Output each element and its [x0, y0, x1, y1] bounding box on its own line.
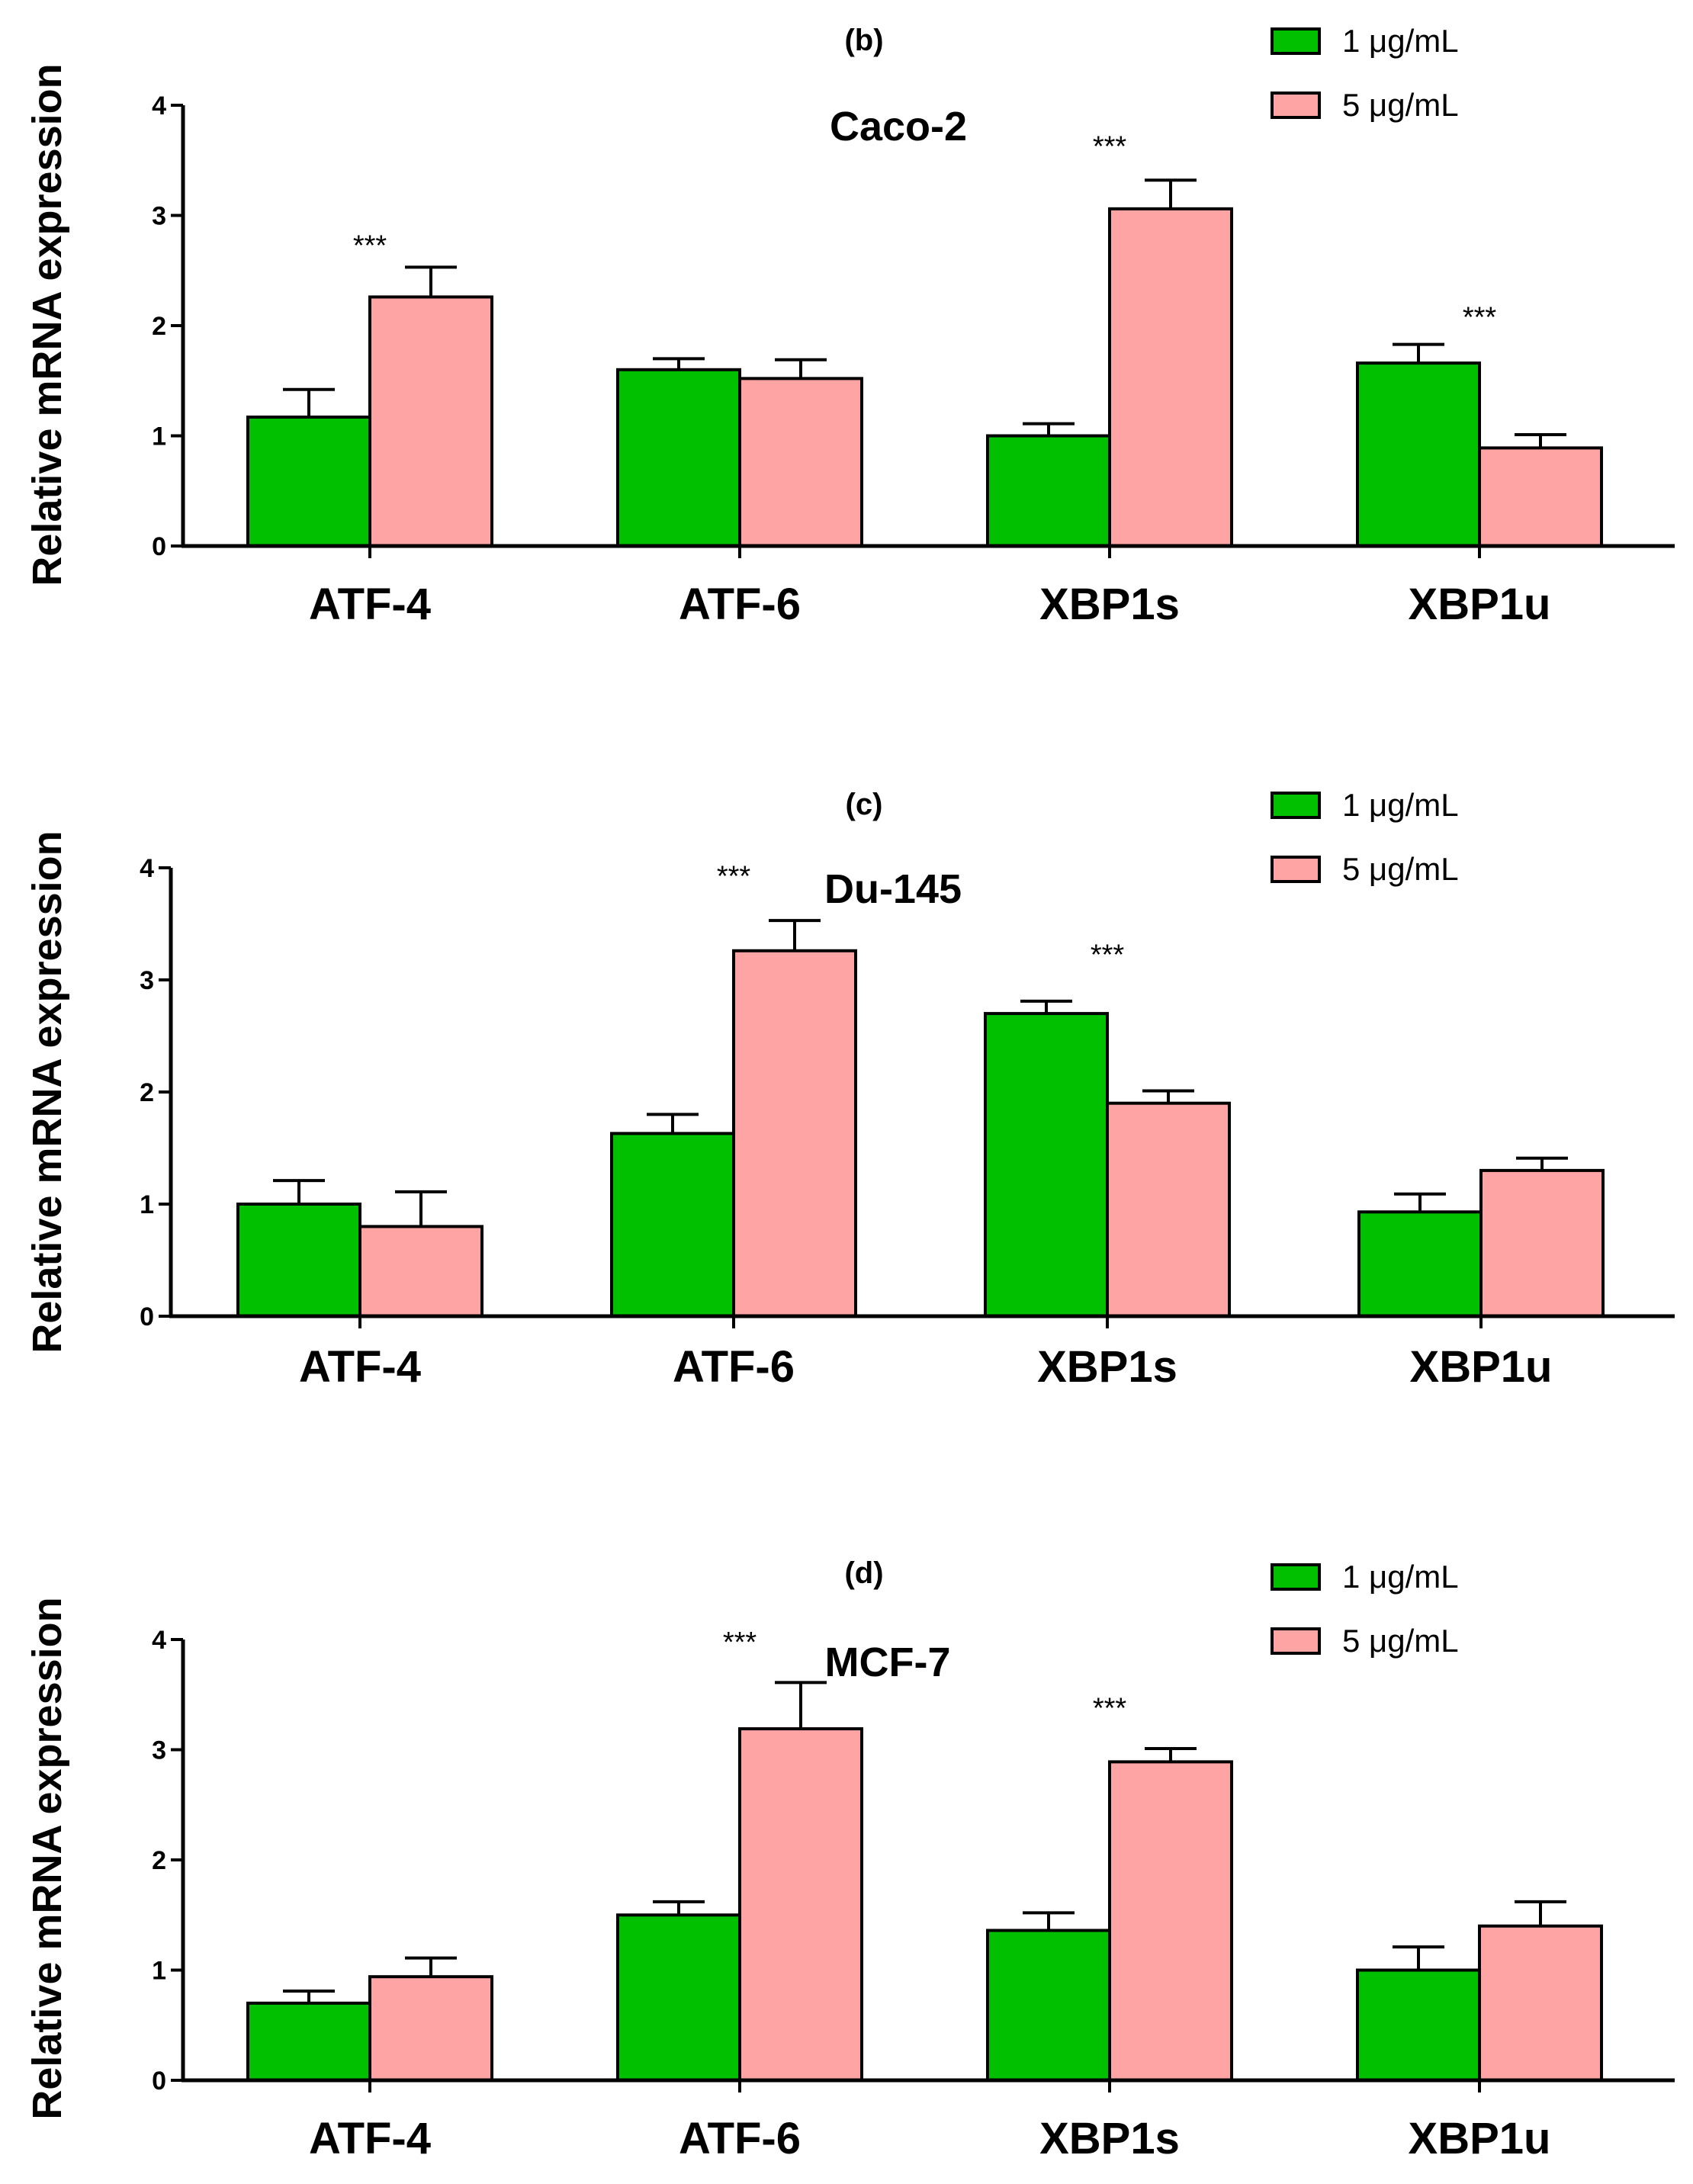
bar: [236, 1203, 361, 1318]
chart-panel: ATF-4 ATF-6 XBP1s XBP1u 0 1 2 3 4 Relative mRNA e…: [24, 23, 1675, 629]
legend-label: 5 μg/mL: [1342, 87, 1459, 123]
bar: [738, 377, 863, 548]
significance-marker: ***: [1093, 1693, 1127, 1725]
bar: [1108, 1760, 1233, 2083]
bar: [358, 1225, 483, 1318]
y-tick-label: 4: [140, 854, 154, 883]
legend-swatch: [1271, 92, 1321, 119]
y-tick-label: 2: [152, 1846, 166, 1875]
legend: 1 μg/mL 5 μg/mL: [1271, 787, 1459, 887]
bar: [610, 1132, 735, 1318]
legend-swatch: [1271, 1627, 1321, 1655]
bar: [1478, 1924, 1603, 2082]
y-tick-label: 3: [152, 1736, 166, 1765]
x-tick-label: ATF-6: [679, 580, 801, 629]
y-axis-label: Relative mRNA expression: [24, 830, 70, 1353]
bar: [616, 368, 741, 548]
legend-label: 1 μg/mL: [1342, 787, 1459, 823]
y-tick-label: 0: [140, 1302, 154, 1331]
x-tick-label: ATF-4: [309, 2114, 431, 2163]
chart-title: MCF-7: [825, 1640, 951, 1685]
bar: [1356, 1968, 1481, 2082]
bar: [986, 1929, 1111, 2082]
bar: [1478, 446, 1603, 548]
bar: [738, 1727, 863, 2082]
x-tick-label: ATF-6: [679, 2114, 801, 2163]
bar: [246, 2001, 371, 2083]
bar: [368, 295, 493, 548]
legend: 1 μg/mL 5 μg/mL: [1271, 23, 1459, 123]
chart-panel: ATF-4 ATF-6 XBP1s XBP1u 0 1 2 3 4 Relative mRNA e…: [24, 1556, 1675, 2163]
panel-label: (b): [844, 24, 883, 57]
x-tick-label: XBP1u: [1410, 1342, 1553, 1392]
x-tick-label: ATF-4: [299, 1342, 421, 1392]
significance-marker: ***: [717, 860, 751, 892]
y-axis-label: Relative mRNA expression: [24, 1597, 70, 2119]
y-tick-label: 4: [152, 1626, 166, 1655]
bar: [1357, 1210, 1483, 1318]
bar: [986, 434, 1111, 548]
x-tick-label: XBP1u: [1409, 580, 1551, 629]
bar: [368, 1975, 493, 2082]
significance-marker: ***: [723, 1627, 757, 1659]
y-tick-label: 0: [152, 2067, 166, 2096]
significance-marker: ***: [353, 230, 387, 262]
legend-swatch: [1271, 792, 1321, 819]
y-tick-label: 4: [152, 92, 166, 120]
panel-label: (c): [846, 788, 883, 821]
x-tick-label: XBP1s: [1039, 580, 1180, 629]
bar: [1106, 1101, 1231, 1318]
x-tick-label: XBP1s: [1039, 2114, 1180, 2163]
y-tick-label: 1: [152, 1957, 166, 1986]
panel-label: (d): [844, 1556, 883, 1590]
bar: [1479, 1168, 1605, 1318]
x-tick-label: ATF-6: [673, 1342, 795, 1392]
chart-title: Caco-2: [830, 104, 967, 149]
x-tick-label: XBP1u: [1409, 2114, 1551, 2163]
legend-label: 1 μg/mL: [1342, 1559, 1459, 1595]
x-tick-label: ATF-4: [309, 580, 431, 629]
bar: [246, 415, 371, 548]
chart-title: Du-145: [824, 866, 962, 912]
bar: [984, 1012, 1109, 1318]
y-tick-label: 1: [140, 1190, 154, 1219]
significance-marker: ***: [1091, 939, 1125, 971]
y-tick-label: 2: [140, 1078, 154, 1107]
legend-label: 5 μg/mL: [1342, 1623, 1459, 1659]
y-tick-label: 1: [152, 422, 166, 451]
legend-swatch: [1271, 27, 1321, 55]
y-axis-label: Relative mRNA expression: [24, 63, 70, 586]
legend-label: 1 μg/mL: [1342, 23, 1459, 59]
legend: 1 μg/mL 5 μg/mL: [1271, 1559, 1459, 1659]
y-tick-label: 3: [140, 966, 154, 995]
x-tick-label: XBP1s: [1037, 1342, 1177, 1392]
y-tick-label: 0: [152, 532, 166, 561]
bar: [1108, 207, 1233, 548]
significance-marker: ***: [1463, 302, 1497, 334]
bar: [732, 949, 857, 1318]
y-tick-label: 2: [152, 312, 166, 341]
legend-label: 5 μg/mL: [1342, 851, 1459, 887]
bar: [1356, 361, 1481, 548]
legend-swatch: [1271, 1563, 1321, 1591]
chart-panel: ATF-4 ATF-6 XBP1s XBP1u 0 1 2 3 4 Relative mRNA e…: [24, 787, 1675, 1392]
y-tick-label: 3: [152, 202, 166, 231]
bar: [616, 1913, 741, 2082]
significance-marker: ***: [1093, 131, 1127, 163]
legend-swatch: [1271, 856, 1321, 883]
